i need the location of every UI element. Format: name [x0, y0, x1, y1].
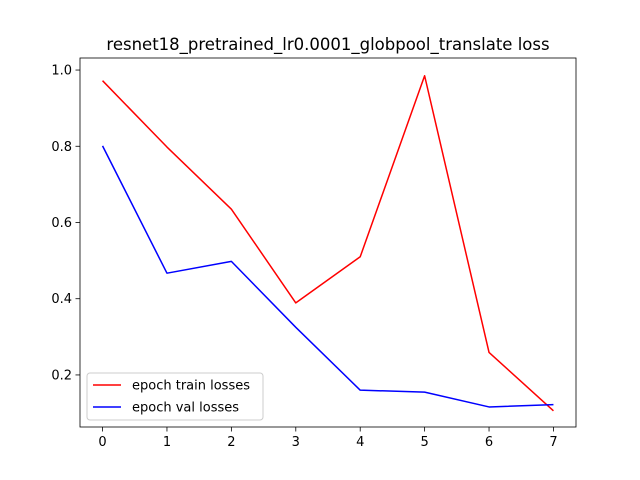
y-tick-label: 0.2 — [51, 368, 72, 383]
x-tick-label: 5 — [420, 435, 428, 450]
x-tick-label: 1 — [163, 435, 171, 450]
series-line-1 — [101, 145, 554, 408]
axes-frame — [79, 57, 577, 428]
x-tick-label: 7 — [549, 435, 557, 450]
series-line-0 — [102, 75, 554, 412]
x-tick-label: 3 — [292, 435, 300, 450]
x-tick-label: 0 — [98, 435, 106, 450]
y-tick-label: 0.6 — [51, 216, 72, 231]
y-tick-label: 1.0 — [51, 64, 72, 79]
legend-label-1: epoch val losses — [132, 401, 239, 416]
legend-label-0: epoch train losses — [132, 379, 250, 394]
legend-box — [86, 372, 264, 421]
y-tick-label: 0.8 — [51, 140, 72, 155]
y-tick-label: 0.4 — [51, 292, 72, 307]
x-tick-label: 4 — [356, 435, 364, 450]
x-tick-label: 6 — [485, 435, 493, 450]
x-tick-label: 2 — [227, 435, 235, 450]
chart-title: resnet18_pretrained_lr0.0001_globpool_tr… — [106, 35, 549, 55]
plot-area: 0 1 2 3 4 5 6 7 0.2 0.4 0.6 0.8 1.0 epoch train losse… — [51, 57, 577, 450]
